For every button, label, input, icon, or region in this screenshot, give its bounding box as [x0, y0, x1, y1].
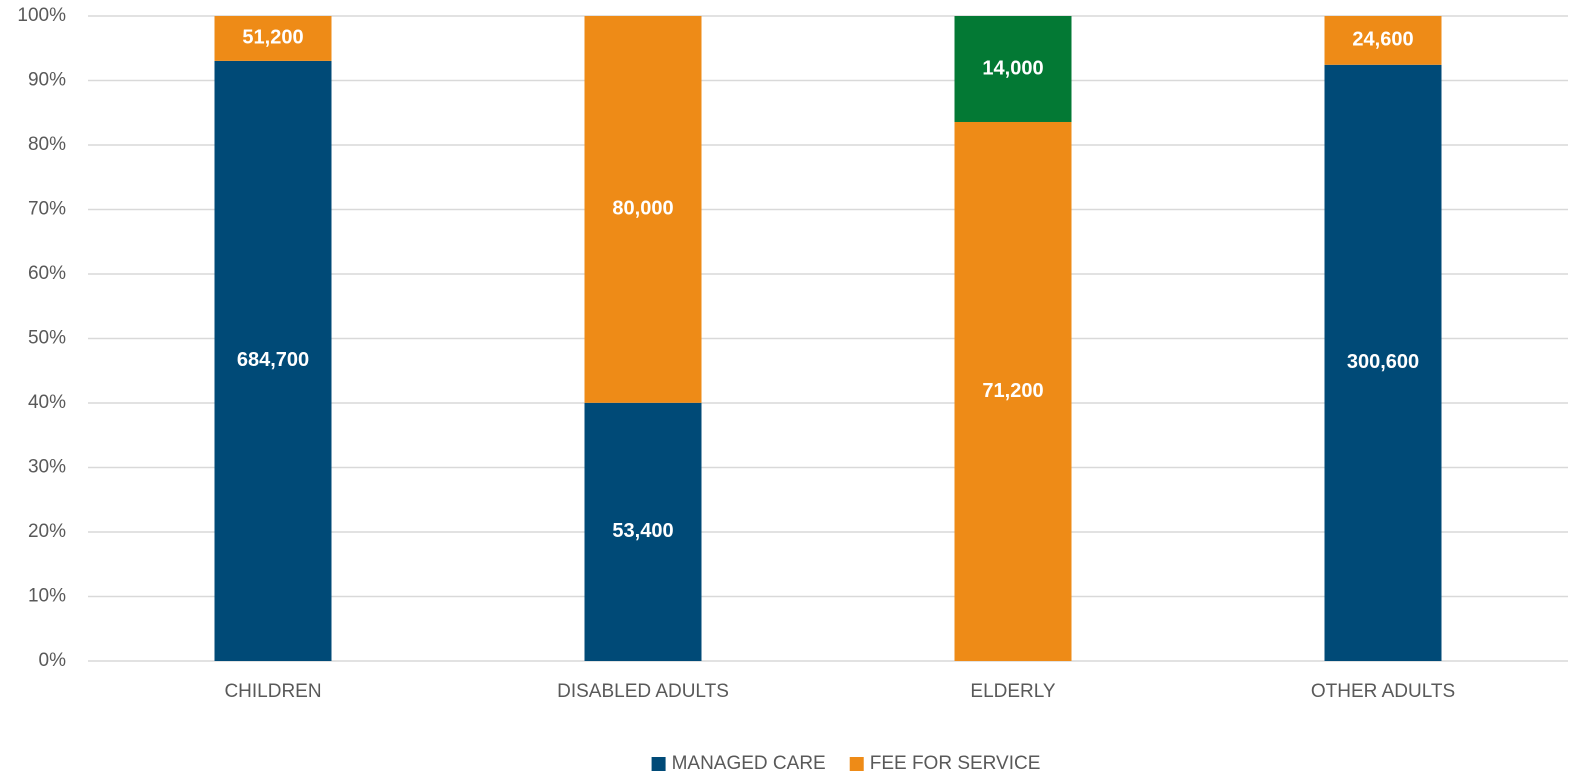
bar-segment [584, 402, 702, 661]
y-tick-label: 10% [28, 586, 66, 607]
x-tick-label: ELDERLY [970, 681, 1056, 702]
legend-label: MANAGED CARE [672, 753, 826, 774]
y-tick-label: 20% [28, 521, 66, 542]
data-label: 80,000 [612, 198, 673, 220]
bar-segment [1324, 16, 1442, 65]
y-tick-label: 90% [28, 70, 66, 91]
data-label: 14,000 [982, 57, 1043, 79]
bar-segment [954, 121, 1072, 662]
data-label: 53,400 [612, 520, 673, 542]
data-label: 51,200 [242, 27, 303, 49]
x-tick-label: DISABLED ADULTS [557, 681, 729, 702]
bar-segment [954, 16, 1072, 122]
legend-swatch [849, 757, 864, 771]
data-label: 300,600 [1347, 351, 1419, 373]
y-tick-label: 30% [28, 457, 66, 478]
bar-segment [584, 16, 702, 403]
y-tick-label: 80% [28, 134, 66, 155]
y-tick-label: 0% [39, 650, 67, 671]
bar-segment [1324, 64, 1442, 662]
y-tick-label: 100% [17, 5, 66, 26]
x-tick-label: CHILDREN [224, 681, 321, 702]
x-tick-label: OTHER ADULTS [1311, 681, 1455, 702]
bar-segment [214, 60, 332, 661]
y-tick-label: 70% [28, 199, 66, 220]
bar-segment [214, 16, 332, 61]
legend-swatch [651, 757, 666, 771]
y-tick-label: 40% [28, 392, 66, 413]
data-label: 24,600 [1352, 29, 1413, 51]
y-tick-label: 50% [28, 328, 66, 349]
y-tick-label: 60% [28, 263, 66, 284]
legend-label: FEE FOR SERVICE [870, 753, 1041, 774]
data-label: 684,700 [237, 349, 309, 371]
data-label: 71,200 [982, 380, 1043, 402]
